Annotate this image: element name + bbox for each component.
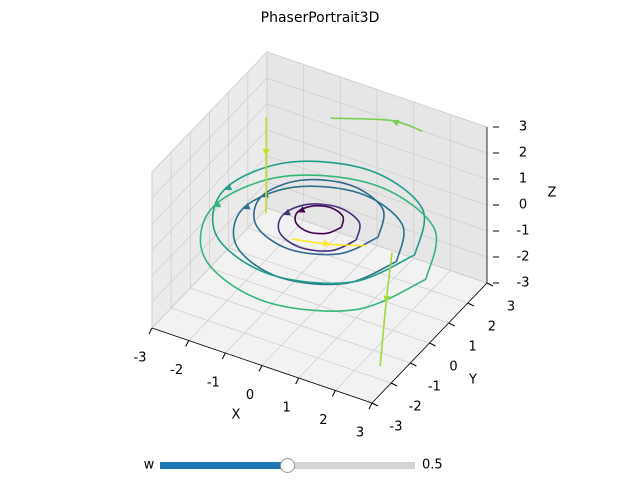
y-tick (467, 302, 475, 307)
streamline-arrow (224, 183, 233, 191)
grid-line (228, 247, 449, 324)
x-tick-label: 0 (246, 388, 254, 403)
z-tick-label: -3 (517, 276, 530, 291)
axis-line (371, 282, 488, 404)
streamline (379, 252, 393, 367)
grid-line (266, 103, 488, 180)
streamline-arrow (297, 206, 306, 213)
streamline-arrow (322, 239, 331, 247)
grid-line (266, 207, 488, 284)
slider-label: w (144, 458, 155, 473)
y-axis-label: Y (468, 373, 477, 388)
z-tick-label: -1 (517, 224, 530, 239)
y-tick-label: -3 (390, 420, 403, 435)
x-tick-label: -2 (170, 363, 183, 378)
grid-line (151, 129, 268, 251)
axis-line (151, 327, 373, 404)
z-tick-label: 0 (519, 198, 527, 213)
z-tick-label: 2 (519, 146, 527, 161)
y-tick-label: 0 (449, 360, 457, 375)
y-tick (448, 322, 455, 327)
grid-line (151, 155, 268, 277)
z-axis-label: Z (548, 186, 557, 201)
slider-value: 0.5 (422, 458, 443, 473)
streamline-arrow (262, 149, 270, 157)
x-tick (368, 402, 373, 410)
y-tick-label: 3 (507, 300, 515, 315)
streamline (277, 203, 361, 252)
grid-line (266, 155, 488, 232)
grid-line (209, 267, 430, 344)
x-tick (185, 340, 190, 347)
y-tick (429, 342, 436, 347)
slider-knob[interactable] (280, 458, 295, 473)
x-tick-label: 3 (356, 426, 364, 441)
streamline-arrow (282, 208, 291, 216)
grid-line (151, 77, 268, 199)
z-tick-label: 1 (519, 172, 527, 187)
grid-line (151, 181, 268, 303)
grid-line (247, 227, 468, 304)
slider[interactable]: w 0.5 (144, 458, 443, 473)
y-tick (390, 382, 398, 387)
streamline-arrow (391, 119, 400, 127)
grid-line (266, 51, 488, 128)
grid-line (171, 307, 392, 384)
x-tick-label: 2 (319, 413, 327, 428)
streamline-arrow (383, 295, 391, 303)
z-tick-label: 3 (519, 120, 527, 135)
grid-line (266, 77, 488, 154)
grid-line (266, 181, 488, 258)
y-tick-label: -2 (409, 400, 422, 415)
x-tick (295, 377, 300, 385)
grid-line (151, 51, 268, 173)
y-tick-label: -1 (428, 380, 441, 395)
slider-fill (160, 462, 288, 469)
x-tick (258, 365, 263, 372)
x-tick-label: -3 (134, 351, 147, 366)
x-tick (148, 327, 153, 335)
x-tick-label: -1 (207, 376, 220, 391)
grid-line (266, 129, 488, 206)
z-tick-label: -2 (517, 250, 530, 265)
y-tick (410, 362, 417, 367)
grid-line (190, 287, 411, 364)
x-tick (331, 390, 336, 397)
x-axis-label: X (232, 408, 241, 423)
grid-line (151, 207, 268, 329)
x-tick (221, 352, 226, 360)
grid-line (151, 103, 268, 225)
y-tick (371, 402, 379, 407)
chart-title: PhaserPortrait3D (261, 10, 380, 26)
x-tick-label: 1 (283, 401, 291, 416)
y-tick-label: 1 (469, 340, 477, 355)
y-tick-label: 2 (488, 320, 496, 335)
streamline-arrow (213, 200, 222, 208)
y-tick (486, 282, 494, 287)
streamline-arrow (242, 203, 251, 210)
